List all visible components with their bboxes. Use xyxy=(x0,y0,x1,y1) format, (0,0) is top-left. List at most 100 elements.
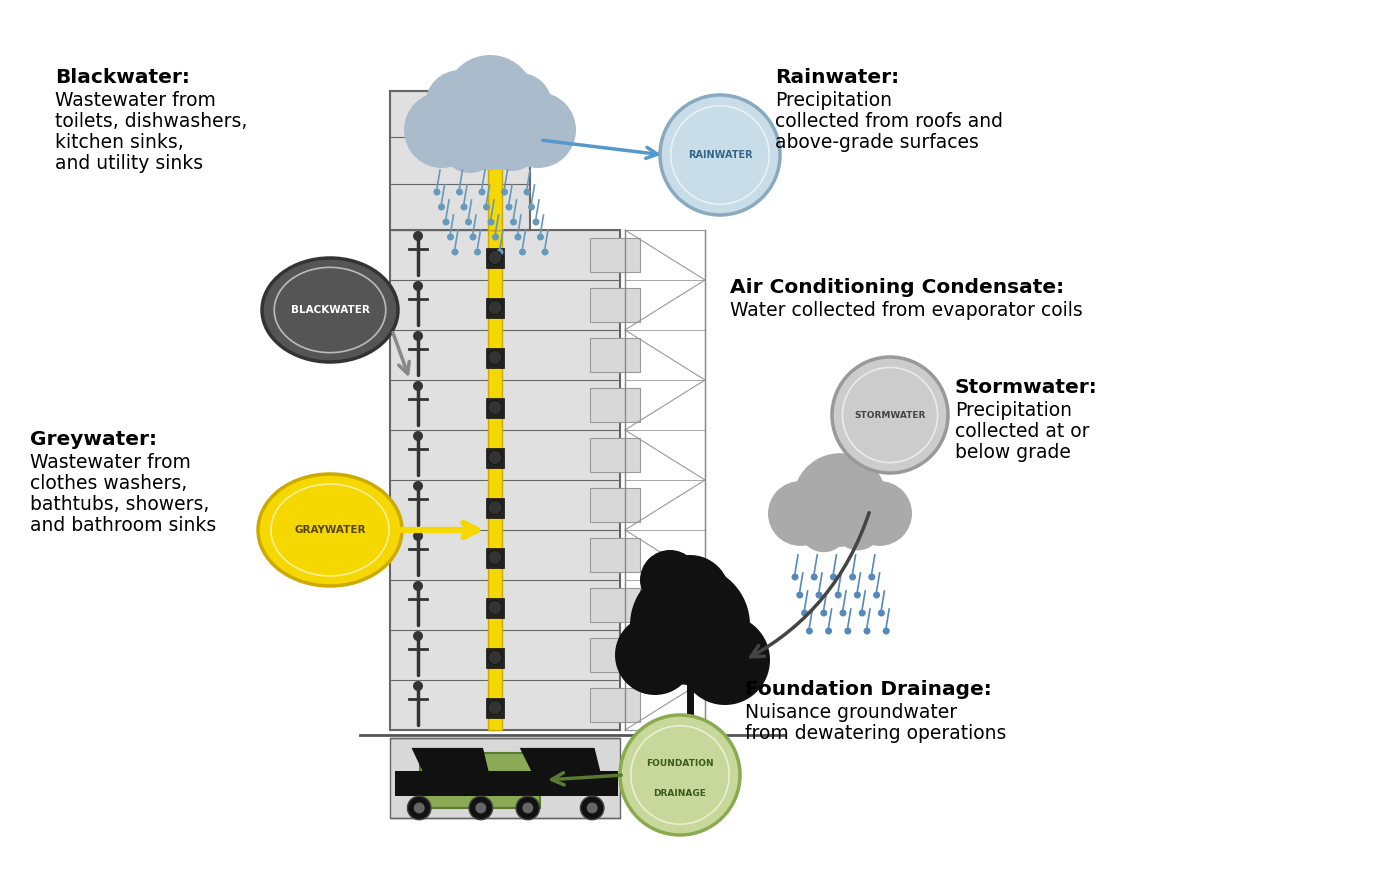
Circle shape xyxy=(489,400,503,414)
Bar xyxy=(486,247,504,267)
Circle shape xyxy=(465,218,472,225)
Bar xyxy=(486,547,504,567)
Text: Water collected from evaporator coils: Water collected from evaporator coils xyxy=(729,302,1082,320)
Circle shape xyxy=(413,381,423,391)
Circle shape xyxy=(413,331,423,341)
Circle shape xyxy=(834,503,882,551)
Ellipse shape xyxy=(620,715,741,835)
Circle shape xyxy=(407,796,431,820)
Bar xyxy=(589,388,640,422)
Circle shape xyxy=(640,550,700,610)
Circle shape xyxy=(515,233,521,240)
Bar xyxy=(435,115,545,140)
Text: FOUNDATION: FOUNDATION xyxy=(647,759,714,767)
Bar xyxy=(589,238,640,272)
Circle shape xyxy=(858,609,865,616)
Text: toilets, dishwashers,: toilets, dishwashers, xyxy=(55,112,248,131)
Circle shape xyxy=(487,218,494,225)
Text: collected from roofs and: collected from roofs and xyxy=(776,112,1002,131)
Circle shape xyxy=(874,592,881,599)
Circle shape xyxy=(489,450,503,464)
Circle shape xyxy=(864,628,871,635)
Circle shape xyxy=(476,802,486,814)
Bar xyxy=(486,398,504,418)
Circle shape xyxy=(830,573,837,580)
Circle shape xyxy=(405,92,480,168)
Text: from dewatering operations: from dewatering operations xyxy=(745,725,1007,743)
Circle shape xyxy=(532,218,539,225)
Circle shape xyxy=(414,802,424,814)
Circle shape xyxy=(413,231,423,241)
Bar xyxy=(503,771,617,796)
Bar xyxy=(395,771,505,796)
Text: and utility sinks: and utility sinks xyxy=(55,154,203,173)
Circle shape xyxy=(451,248,459,255)
Text: DRAINAGE: DRAINAGE xyxy=(654,788,707,797)
Text: collected at or: collected at or xyxy=(955,422,1089,441)
Circle shape xyxy=(844,628,851,635)
Circle shape xyxy=(868,573,875,580)
Circle shape xyxy=(522,802,533,814)
Polygon shape xyxy=(391,230,620,730)
Text: BLACKWATER: BLACKWATER xyxy=(291,305,370,315)
Circle shape xyxy=(463,125,507,169)
Circle shape xyxy=(680,615,770,705)
Circle shape xyxy=(435,60,545,170)
Ellipse shape xyxy=(258,474,402,586)
Circle shape xyxy=(882,628,890,635)
Ellipse shape xyxy=(262,258,398,362)
Bar xyxy=(589,488,640,522)
Text: RAINWATER: RAINWATER xyxy=(687,150,752,160)
Circle shape xyxy=(519,248,526,255)
Circle shape xyxy=(815,592,823,599)
Bar xyxy=(391,738,620,818)
Circle shape xyxy=(484,115,540,171)
Circle shape xyxy=(806,628,813,635)
Bar xyxy=(486,598,504,618)
Circle shape xyxy=(413,431,423,441)
Text: Wastewater from: Wastewater from xyxy=(55,91,216,110)
Text: STORMWATER: STORMWATER xyxy=(854,411,925,420)
Circle shape xyxy=(426,70,496,140)
Bar xyxy=(486,697,504,718)
Text: Blackwater:: Blackwater: xyxy=(55,68,190,87)
Text: Nuisance groundwater: Nuisance groundwater xyxy=(745,704,958,722)
Circle shape xyxy=(650,555,729,635)
Circle shape xyxy=(791,573,798,580)
Circle shape xyxy=(434,189,441,196)
Circle shape xyxy=(469,796,493,820)
Circle shape xyxy=(524,189,531,196)
Circle shape xyxy=(489,600,503,614)
Text: clothes washers,: clothes washers, xyxy=(29,474,188,493)
Circle shape xyxy=(811,573,818,580)
Circle shape xyxy=(847,481,911,546)
Ellipse shape xyxy=(832,357,948,473)
Circle shape xyxy=(505,204,512,211)
Circle shape xyxy=(440,113,500,173)
Circle shape xyxy=(479,189,486,196)
Text: above-grade surfaces: above-grade surfaces xyxy=(776,133,979,152)
Circle shape xyxy=(497,248,504,255)
Bar xyxy=(486,297,504,317)
Circle shape xyxy=(854,592,861,599)
Circle shape xyxy=(489,700,503,715)
Circle shape xyxy=(630,565,750,685)
Bar xyxy=(486,497,504,517)
Circle shape xyxy=(413,581,423,591)
Bar xyxy=(489,91,503,230)
Text: Air Conditioning Condensate:: Air Conditioning Condensate: xyxy=(729,278,1064,297)
Text: Stormwater:: Stormwater: xyxy=(955,378,1098,397)
Polygon shape xyxy=(412,748,489,771)
Circle shape xyxy=(615,615,694,695)
Bar xyxy=(589,688,640,722)
Circle shape xyxy=(413,481,423,491)
Circle shape xyxy=(834,592,841,599)
Circle shape xyxy=(769,481,833,546)
Circle shape xyxy=(489,650,503,664)
Circle shape xyxy=(461,204,468,211)
Circle shape xyxy=(517,796,539,820)
Polygon shape xyxy=(519,748,601,771)
Bar xyxy=(486,648,504,668)
Bar xyxy=(486,348,504,367)
Circle shape xyxy=(447,233,454,240)
